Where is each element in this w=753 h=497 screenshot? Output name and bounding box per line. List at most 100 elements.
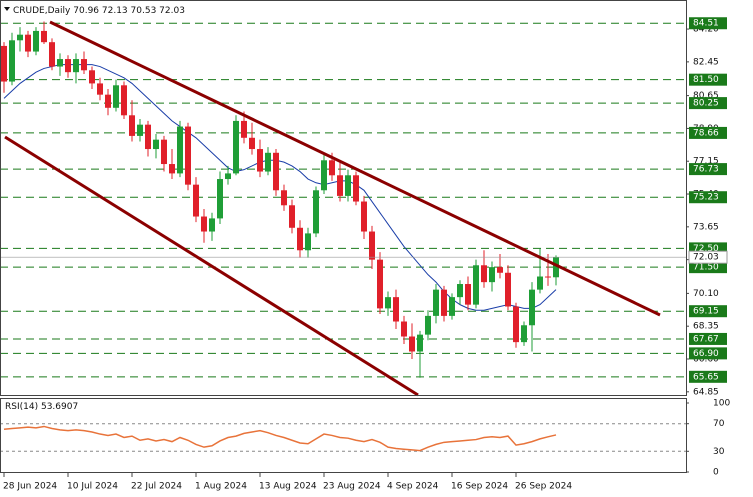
- channel-lower: [4, 135, 419, 397]
- rsi-header: RSI(14) 53.6907: [5, 402, 78, 412]
- chart-header: CRUDE,Daily 70.96 72.13 70.53 72.03: [13, 6, 185, 16]
- x-tick-label: 26 Sep 2024: [515, 482, 572, 492]
- candle-body: [489, 267, 495, 283]
- current-price-bg: [688, 250, 728, 264]
- menu-arrow[interactable]: [4, 7, 10, 11]
- level-label-bg: [689, 261, 727, 274]
- candle-body: [241, 120, 247, 138]
- level-label: 67.67: [693, 334, 719, 344]
- candle-body: [497, 267, 503, 273]
- candle-body: [81, 59, 87, 71]
- level-label: 80.25: [693, 99, 719, 109]
- candle-body: [49, 42, 55, 67]
- level-label-bg: [689, 305, 727, 318]
- x-tick-label: 4 Sep 2024: [387, 482, 439, 492]
- candle-body: [217, 179, 223, 219]
- plot-layer: [0, 21, 686, 452]
- main-frame: [0, 0, 687, 396]
- current-price-label: 72.03: [693, 253, 719, 263]
- y-tick-label: 82.45: [693, 57, 719, 67]
- candle-body: [473, 265, 479, 305]
- candle-body: [377, 259, 383, 309]
- level-label-bg: [689, 17, 727, 30]
- candle-body: [449, 297, 455, 316]
- candle-body: [97, 83, 103, 95]
- candle-body: [265, 152, 271, 172]
- level-label-bg: [689, 73, 727, 86]
- candle-body: [249, 137, 255, 150]
- candle-body: [393, 297, 399, 322]
- x-tick-label: 13 Aug 2024: [259, 482, 317, 492]
- level-label: 76.73: [693, 165, 719, 175]
- rsi-line: [3, 425, 557, 452]
- moving-average: [3, 64, 557, 311]
- candle-body: [209, 218, 215, 232]
- candle-body: [337, 175, 343, 196]
- level-label: 66.90: [693, 349, 719, 359]
- candle-body: [369, 231, 375, 260]
- candle-body: [545, 276, 551, 278]
- x-tick-label: 23 Aug 2024: [323, 482, 381, 492]
- y-tick-label: 66.60: [693, 355, 719, 365]
- candle-body: [73, 59, 79, 73]
- candle-body: [513, 306, 519, 343]
- candle-body: [225, 173, 231, 180]
- candle-body: [289, 205, 295, 228]
- candle-body: [193, 184, 199, 217]
- candle-body: [353, 175, 359, 202]
- candle-body: [425, 315, 431, 335]
- level-label: 75.23: [693, 193, 719, 203]
- y-tick-label: 70.10: [693, 289, 719, 299]
- y-tick-label: 80.65: [693, 91, 719, 101]
- candle-body: [305, 233, 311, 251]
- candle-body: [505, 272, 511, 307]
- candle-body: [329, 160, 335, 176]
- y-tick-label: 84.20: [693, 25, 719, 35]
- candle-body: [409, 336, 415, 352]
- level-label: 78.66: [693, 128, 719, 138]
- candle-body: [129, 115, 135, 136]
- candle-body: [321, 160, 327, 191]
- candle-body: [161, 139, 167, 165]
- y-tick-label: 68.35: [693, 322, 719, 332]
- level-label-bg: [689, 332, 727, 345]
- candle-body: [433, 289, 439, 316]
- rsi-frame: [0, 398, 687, 473]
- candle-body: [185, 126, 191, 185]
- level-label: 71.50: [693, 263, 719, 273]
- x-tick-label: 1 Aug 2024: [195, 482, 247, 492]
- level-label-bg: [689, 126, 727, 139]
- y-tick-label: 73.65: [693, 222, 719, 232]
- candle-body: [65, 59, 71, 73]
- y-tick-label: 0: [713, 468, 719, 478]
- level-label: 72.50: [693, 244, 719, 254]
- y-tick-label: 77.15: [693, 157, 719, 167]
- candle-body: [177, 126, 183, 174]
- candle-body: [457, 284, 463, 298]
- candle-body: [201, 216, 207, 232]
- candle-body: [281, 190, 287, 206]
- level-label-bg: [689, 191, 727, 204]
- candle-body: [345, 175, 351, 196]
- level-label-bg: [689, 370, 727, 383]
- candle-body: [441, 289, 447, 316]
- candle-body: [137, 124, 143, 136]
- level-label: 84.51: [693, 19, 719, 29]
- y-tick-label: 64.85: [693, 387, 719, 397]
- x-tick-label: 28 Jun 2024: [3, 482, 57, 492]
- candle-body: [169, 164, 175, 174]
- candle-body: [1, 45, 7, 82]
- candle-body: [105, 94, 111, 108]
- candle-body: [465, 284, 471, 305]
- candle-body: [113, 85, 119, 108]
- candle-body: [33, 30, 39, 52]
- candle-body: [9, 40, 15, 82]
- level-label: 81.50: [693, 75, 719, 85]
- level-label: 65.65: [693, 372, 719, 382]
- candle-body: [529, 289, 535, 326]
- candle-body: [145, 124, 151, 150]
- candle-body: [313, 190, 319, 234]
- channel-upper: [49, 20, 661, 317]
- level-label: 69.15: [693, 307, 719, 317]
